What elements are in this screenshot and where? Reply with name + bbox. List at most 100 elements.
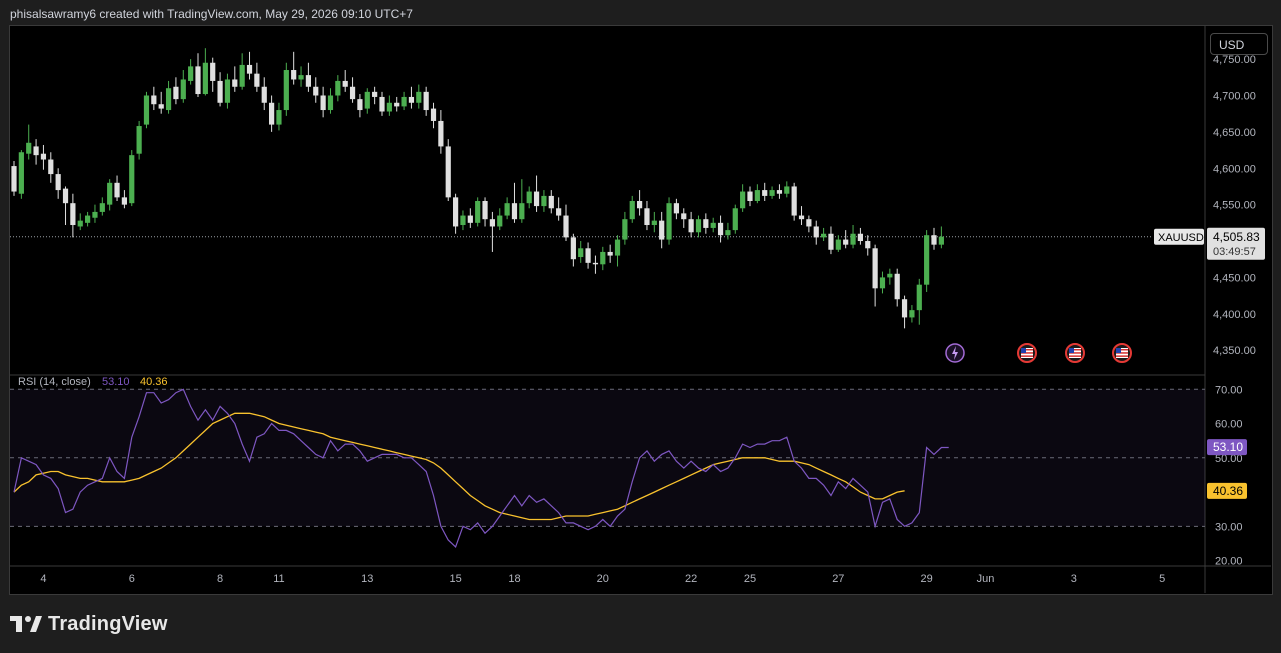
candle-body[interactable]: [703, 219, 709, 228]
candle-body[interactable]: [55, 174, 61, 191]
candle-body[interactable]: [11, 166, 17, 192]
candle-body[interactable]: [408, 96, 415, 103]
candle-body[interactable]: [887, 273, 893, 278]
candle-body[interactable]: [151, 95, 157, 105]
candle-body[interactable]: [578, 248, 584, 258]
candle-body[interactable]: [379, 96, 385, 112]
candle-body[interactable]: [865, 241, 871, 249]
candle-body[interactable]: [857, 233, 863, 242]
candle-body[interactable]: [747, 191, 753, 201]
candle-body[interactable]: [791, 186, 797, 216]
candle-body[interactable]: [254, 73, 260, 87]
candle-body[interactable]: [659, 220, 665, 240]
candle-body[interactable]: [931, 235, 937, 245]
candle-body[interactable]: [239, 64, 245, 87]
candle-body[interactable]: [269, 102, 275, 125]
candle-body[interactable]: [762, 190, 768, 196]
candle-body[interactable]: [695, 219, 702, 233]
candle-body[interactable]: [430, 108, 437, 121]
candle-body[interactable]: [938, 236, 944, 245]
candle-body[interactable]: [460, 215, 466, 226]
candle-body[interactable]: [129, 155, 135, 204]
candle-body[interactable]: [585, 248, 591, 263]
candle-body[interactable]: [924, 235, 930, 285]
candle-body[interactable]: [754, 190, 760, 201]
candle-body[interactable]: [40, 153, 47, 160]
candle-body[interactable]: [121, 197, 127, 205]
candle-body[interactable]: [894, 273, 900, 300]
candle-body[interactable]: [349, 86, 356, 100]
candle-body[interactable]: [224, 79, 231, 103]
candle-body[interactable]: [740, 191, 746, 209]
candle-body[interactable]: [901, 299, 908, 318]
candle-body[interactable]: [526, 191, 532, 204]
candle-body[interactable]: [519, 203, 525, 220]
candle-body[interactable]: [26, 142, 32, 154]
candle-body[interactable]: [806, 219, 812, 227]
candle-body[interactable]: [489, 219, 495, 227]
candle-body[interactable]: [401, 96, 407, 107]
candle-body[interactable]: [305, 75, 311, 87]
candle-body[interactable]: [570, 237, 576, 260]
candle-body[interactable]: [416, 91, 422, 103]
candle-body[interactable]: [835, 239, 841, 250]
candle-body[interactable]: [909, 310, 915, 318]
candle-body[interactable]: [556, 208, 562, 216]
candle-body[interactable]: [467, 215, 473, 223]
candle-body[interactable]: [217, 80, 223, 103]
candle-body[interactable]: [423, 91, 429, 111]
candle-body[interactable]: [335, 80, 341, 96]
candle-body[interactable]: [18, 152, 24, 194]
candle-body[interactable]: [637, 201, 643, 209]
candle-body[interactable]: [188, 66, 194, 81]
candle-body[interactable]: [180, 79, 186, 100]
candle-body[interactable]: [77, 220, 83, 227]
candle-body[interactable]: [850, 233, 856, 245]
candle-body[interactable]: [107, 182, 113, 205]
candle-body[interactable]: [629, 201, 635, 220]
candle-body[interactable]: [70, 203, 76, 226]
chart-frame[interactable]: [9, 25, 1273, 595]
candle-body[interactable]: [158, 104, 164, 109]
candle-body[interactable]: [710, 222, 716, 228]
candle-body[interactable]: [769, 190, 775, 196]
candle-body[interactable]: [879, 277, 886, 289]
candle-body[interactable]: [438, 120, 444, 147]
candle-body[interactable]: [666, 203, 672, 240]
candle-body[interactable]: [445, 146, 451, 198]
candle-body[interactable]: [776, 190, 783, 194]
candle-body[interactable]: [813, 226, 819, 238]
candle-body[interactable]: [394, 102, 400, 107]
candle-body[interactable]: [364, 91, 370, 109]
candle-body[interactable]: [195, 66, 201, 95]
candle-body[interactable]: [202, 62, 208, 95]
candle-body[interactable]: [283, 70, 289, 111]
candle-body[interactable]: [232, 79, 238, 87]
candle-body[interactable]: [136, 126, 142, 154]
candle-body[interactable]: [622, 219, 628, 240]
candle-body[interactable]: [48, 159, 54, 175]
candle-body[interactable]: [313, 86, 319, 96]
candle-body[interactable]: [828, 233, 834, 250]
candle-body[interactable]: [504, 203, 510, 216]
candle-body[interactable]: [592, 262, 599, 265]
candle-body[interactable]: [62, 188, 69, 204]
candle-body[interactable]: [533, 191, 540, 207]
candle-body[interactable]: [453, 197, 459, 227]
candle-body[interactable]: [291, 70, 297, 80]
candle-body[interactable]: [644, 208, 650, 226]
candle-body[interactable]: [327, 95, 334, 111]
candle-body[interactable]: [475, 201, 481, 223]
candle-body[interactable]: [872, 248, 878, 289]
candle-body[interactable]: [173, 86, 179, 100]
candle-body[interactable]: [607, 251, 613, 256]
candle-body[interactable]: [798, 215, 805, 220]
candle-body[interactable]: [143, 95, 150, 125]
candle-body[interactable]: [357, 99, 363, 111]
candle-body[interactable]: [114, 182, 120, 198]
candle-body[interactable]: [673, 203, 679, 214]
candle-body[interactable]: [372, 91, 378, 97]
candle-body[interactable]: [717, 222, 724, 236]
candle-body[interactable]: [563, 215, 569, 238]
currency-button[interactable]: USD: [1210, 33, 1268, 55]
